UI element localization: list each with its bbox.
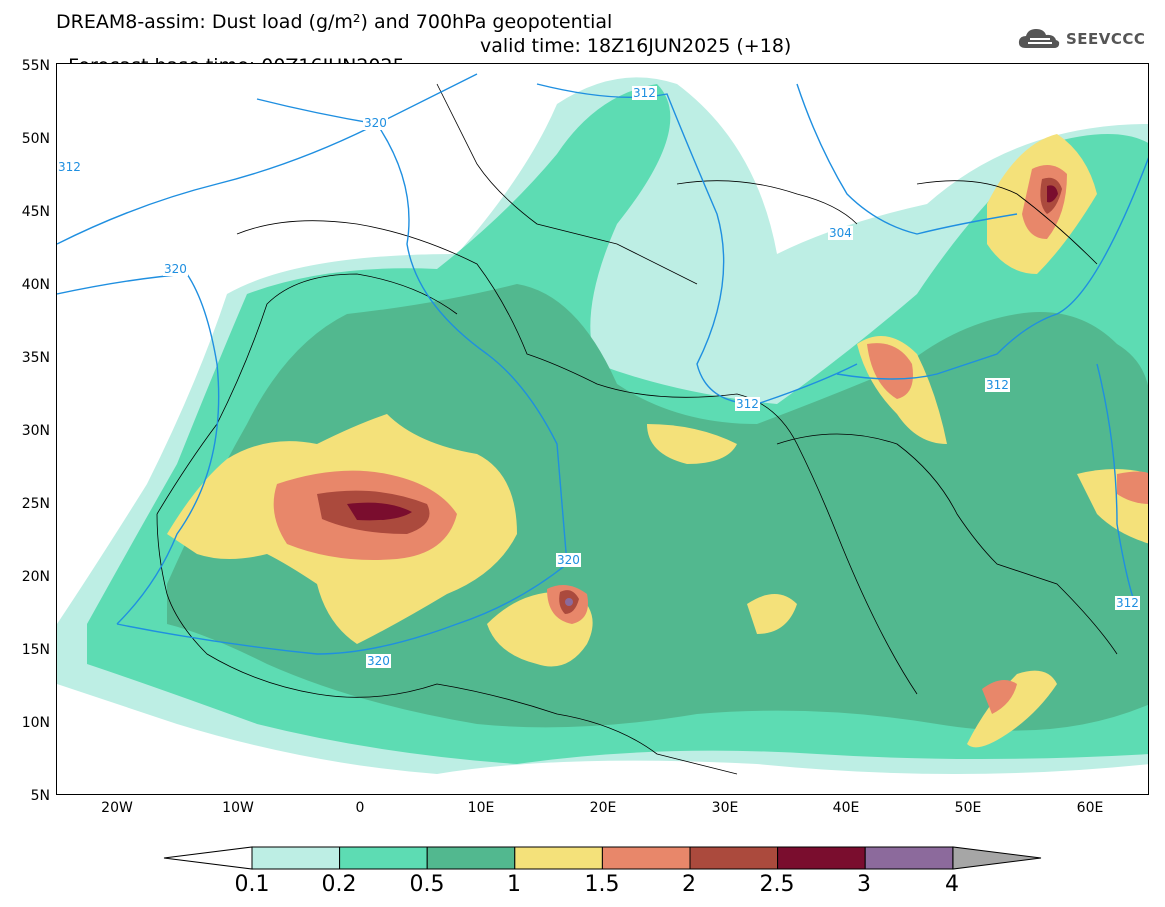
lat-label: 40N (21, 277, 50, 293)
colorbar-left-arrow (163, 846, 253, 870)
dust-band-1 (747, 594, 797, 634)
dust-map-canvas (57, 73, 1148, 775)
lon-label: 60E (1076, 800, 1104, 816)
colorbar (163, 846, 1042, 870)
colorbar-cell (864, 846, 954, 870)
lon-label: 10E (467, 800, 495, 816)
colorbar-label: 0.5 (409, 872, 445, 897)
lat-label: 30N (21, 423, 50, 439)
colorbar-cell (689, 846, 779, 870)
colorbar-cell (426, 846, 516, 870)
map-title: DREAM8-assim: Dust load (g/m²) and 700hP… (56, 11, 613, 33)
colorbar-cell (514, 846, 603, 870)
dust-map: 312 320 312 320 304 312 320 320 312 312 (56, 63, 1149, 795)
lon-label: 50E (954, 800, 982, 816)
valid-time: valid time: 18Z16JUN2025 (+18) (480, 35, 792, 57)
contour-label: 320 (366, 654, 391, 668)
contour-label: 312 (1115, 596, 1140, 610)
lon-label: 40E (832, 800, 860, 816)
lat-label: 45N (21, 204, 50, 220)
contour-label: 312 (632, 86, 657, 100)
lon-label: 20E (589, 800, 617, 816)
lat-label: 25N (21, 496, 50, 512)
logo-text: SEEVCCC (1066, 30, 1146, 48)
colorbar-label: 0.2 (321, 872, 357, 897)
dust-band-1 (967, 670, 1057, 748)
colorbar-label: 4 (945, 872, 959, 897)
contour-label: 312 (735, 397, 760, 411)
dust-band-1.5 (867, 343, 913, 399)
lon-label: 10W (222, 800, 254, 816)
dust-shading (57, 77, 1148, 774)
lat-label: 20N (21, 569, 50, 585)
cloud-icon (1018, 29, 1060, 48)
lat-label: 35N (21, 350, 50, 366)
dust-band-1 (647, 424, 737, 464)
dust-band-1.5 (982, 680, 1017, 714)
lon-label: 30E (711, 800, 739, 816)
coastlines (156, 83, 1118, 775)
contour-label: 312 (985, 378, 1010, 392)
colorbar-label: 2 (682, 872, 696, 897)
colorbar-label: 1.5 (584, 872, 620, 897)
dust-band-3 (565, 598, 573, 606)
colorbar-cell (601, 846, 691, 870)
colorbar-label: 3 (857, 872, 871, 897)
seevccc-logo: SEEVCCC (1016, 26, 1145, 52)
dust-band-1.5 (1117, 471, 1148, 504)
dust-band-2.5 (347, 502, 412, 521)
lon-label: 20W (101, 800, 133, 816)
colorbar-cell (777, 846, 866, 870)
contour-label: 304 (828, 226, 853, 240)
contour-label: 320 (163, 262, 188, 276)
contour-label: 312 (57, 160, 82, 174)
lon-label: 0 (355, 800, 365, 816)
colorbar-right-arrow (952, 846, 1042, 870)
dust-band-2.5 (1047, 185, 1058, 203)
colorbar-label: 0.1 (234, 872, 270, 897)
contour-label: 320 (556, 553, 581, 567)
colorbar-cell (251, 846, 341, 870)
lat-label: 50N (21, 131, 50, 147)
lat-label: 15N (21, 642, 50, 658)
lat-label: 5N (30, 788, 50, 804)
lat-label: 55N (21, 58, 50, 74)
colorbar-label: 1 (507, 872, 521, 897)
colorbar-label: 2.5 (759, 872, 795, 897)
colorbar-cell (339, 846, 428, 870)
contour-label: 320 (363, 116, 388, 130)
lat-label: 10N (21, 715, 50, 731)
